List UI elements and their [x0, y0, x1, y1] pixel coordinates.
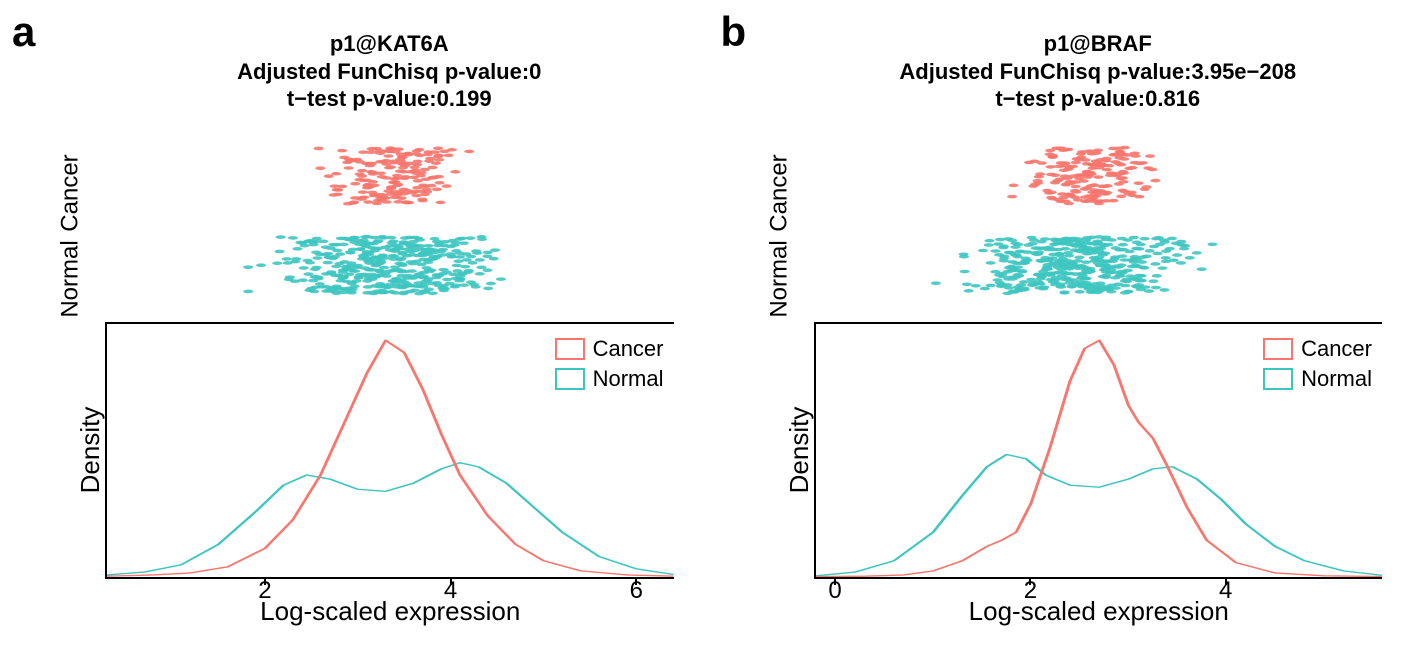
legend-row-normal: Normal — [1263, 366, 1372, 392]
panel-b-inner: p1@BRAF Adjusted FunChisq p-value:3.95e−… — [814, 30, 1383, 605]
strip-label-normal: Normal — [765, 240, 793, 317]
legend-label: Cancer — [593, 336, 664, 362]
panel-a-strip: Cancer Normal — [105, 119, 674, 324]
title-line: Adjusted FunChisq p-value:3.95e−208 — [814, 58, 1383, 86]
title-line: p1@KAT6A — [105, 30, 674, 58]
strip-label-normal: Normal — [57, 240, 85, 317]
panel-b-plots: Cancer Normal Density Cancer — [814, 119, 1383, 579]
title-line: p1@BRAF — [814, 30, 1383, 58]
title-line: t−test p-value:0.816 — [814, 85, 1383, 113]
strip-label-cancer: Cancer — [765, 155, 793, 232]
strip-svg-b — [814, 119, 1383, 322]
legend-label: Normal — [1301, 366, 1372, 392]
legend-a: Cancer Normal — [555, 336, 664, 396]
legend-row-normal: Normal — [555, 366, 664, 392]
title-line: Adjusted FunChisq p-value:0 — [105, 58, 674, 86]
legend-swatch-cancer — [1263, 338, 1293, 360]
panel-a-plots: Cancer Normal Density Cancer — [105, 119, 674, 579]
strip-y-labels: Cancer Normal — [759, 119, 799, 322]
panel-a-inner: p1@KAT6A Adjusted FunChisq p-value:0 t−t… — [105, 30, 674, 605]
density-ylabel: Density — [75, 407, 106, 494]
strip-svg-a — [105, 119, 674, 322]
legend-swatch-cancer — [555, 338, 585, 360]
legend-swatch-normal — [1263, 368, 1293, 390]
legend-label: Normal — [593, 366, 664, 392]
panel-b: b p1@BRAF Adjusted FunChisq p-value:3.95… — [709, 0, 1417, 665]
panel-b-title: p1@BRAF Adjusted FunChisq p-value:3.95e−… — [814, 30, 1383, 113]
legend-row-cancer: Cancer — [555, 336, 664, 362]
legend-b: Cancer Normal — [1263, 336, 1372, 396]
density-ylabel: Density — [783, 407, 814, 494]
panel-a-title: p1@KAT6A Adjusted FunChisq p-value:0 t−t… — [105, 30, 674, 113]
x-axis-label: Log-scaled expression — [816, 596, 1383, 627]
panel-a-density: Density Cancer Normal 246 Log-scaled — [105, 324, 674, 579]
legend-swatch-normal — [555, 368, 585, 390]
legend-label: Cancer — [1301, 336, 1372, 362]
panel-label-a: a — [12, 8, 35, 56]
strip-y-labels: Cancer Normal — [50, 119, 90, 322]
strip-label-cancer: Cancer — [57, 155, 85, 232]
panel-b-strip: Cancer Normal — [814, 119, 1383, 324]
panel-b-density: Density Cancer Normal 024 Log-scaled — [814, 324, 1383, 579]
title-line: t−test p-value:0.199 — [105, 85, 674, 113]
x-axis-label: Log-scaled expression — [107, 596, 674, 627]
panel-label-b: b — [721, 8, 747, 56]
panel-a: a p1@KAT6A Adjusted FunChisq p-value:0 t… — [0, 0, 709, 665]
legend-row-cancer: Cancer — [1263, 336, 1372, 362]
figure-container: a p1@KAT6A Adjusted FunChisq p-value:0 t… — [0, 0, 1417, 665]
